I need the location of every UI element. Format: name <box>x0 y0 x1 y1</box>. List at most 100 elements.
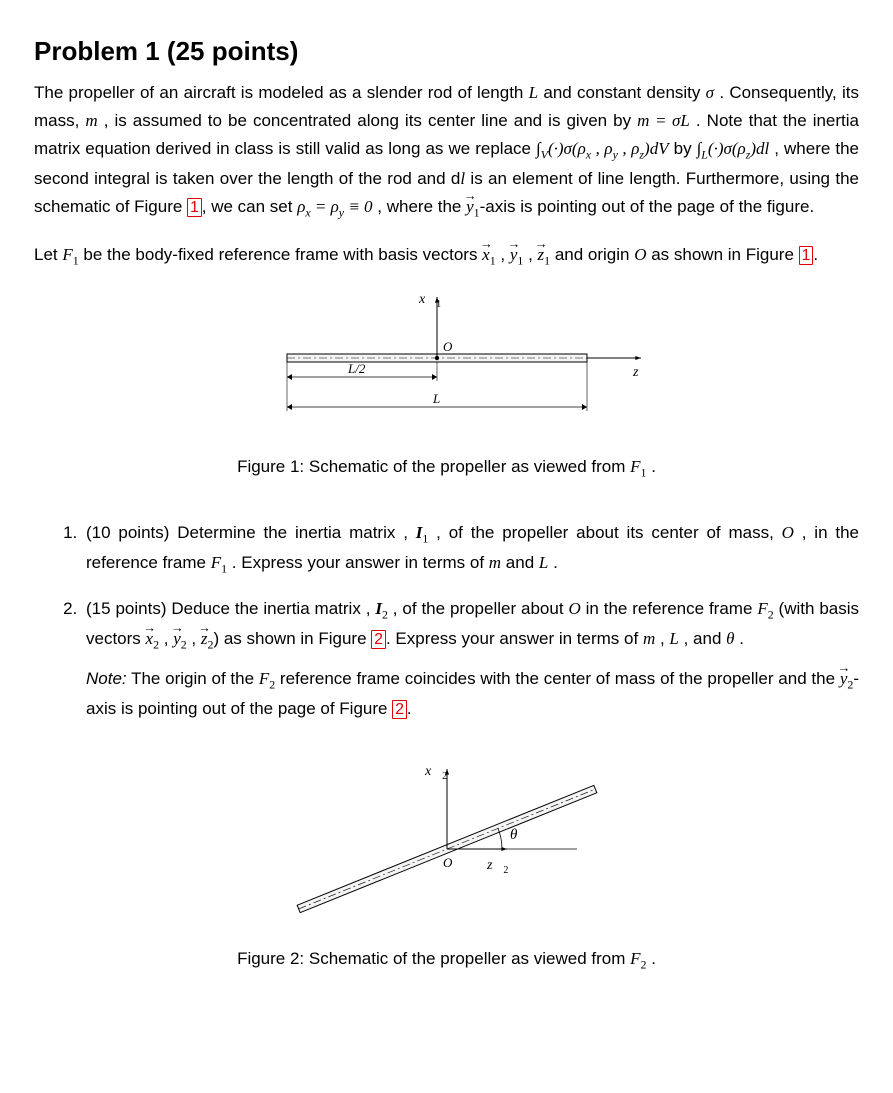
var-I2: I2 <box>375 599 388 618</box>
svg-text:O: O <box>443 855 453 870</box>
paragraph-1: The propeller of an aircraft is modeled … <box>34 79 859 223</box>
text: (·)σ(ρ <box>548 139 586 158</box>
text: be the body-fixed reference frame with b… <box>79 245 482 264</box>
text: , is assumed to be concentrated along it… <box>98 111 637 130</box>
svg-text:L: L <box>432 391 440 406</box>
question-1: (10 points) Determine the inertia matrix… <box>82 519 859 579</box>
sub-L: L <box>701 147 708 161</box>
figure-2: x⃗2 z⃗2 Oθ Figure 2: Schematic of the prop… <box>34 741 859 975</box>
sub-2: 2 <box>181 638 187 652</box>
var-m: m <box>85 111 97 130</box>
svg-text:x⃗2: x⃗2 <box>424 764 447 782</box>
paragraph-2: Let F 1 be the body-fixed reference frame… <box>34 241 859 271</box>
figure-1: x⃗1 Oz⃗1 L/2 L Figure 1: Schematic of the p… <box>34 289 859 483</box>
sub-V: V <box>541 147 548 161</box>
vec-y2: y <box>173 625 181 653</box>
integral-2: ∫L(·)σ(ρz)dl <box>697 139 770 158</box>
text: as shown in Figure <box>647 245 799 264</box>
frame-F1: F <box>62 245 72 264</box>
text: , and <box>679 629 726 648</box>
svg-text:z⃗1: z⃗1 <box>632 365 647 383</box>
text: . Express your answer in terms of <box>386 629 643 648</box>
frame-F1: F <box>211 553 221 572</box>
figure-1-caption: Figure 1: Schematic of the propeller as … <box>34 453 859 483</box>
text: , where the <box>373 197 467 216</box>
svg-text:z⃗2: z⃗2 <box>486 858 508 876</box>
svg-text:x⃗1: x⃗1 <box>418 292 441 310</box>
text: , we can set <box>202 197 297 216</box>
text: (·)σ(ρ <box>708 139 746 158</box>
text: . <box>646 457 655 476</box>
figure-2-svg: x⃗2 z⃗2 Oθ <box>247 741 647 931</box>
var-L: L <box>529 83 538 102</box>
text: Figure 2: Schematic of the propeller as … <box>237 949 630 968</box>
eq-rho: ρx = ρy ≡ 0 <box>297 197 372 216</box>
frame-F2: F <box>757 599 767 618</box>
text: (10 points) Determine the inertia matrix… <box>86 523 416 542</box>
vec-z2: z <box>201 625 208 653</box>
svg-text:L/2: L/2 <box>347 361 366 376</box>
text: , of the propeller about <box>388 599 569 618</box>
var-O: O <box>634 245 646 264</box>
text: in the reference frame <box>581 599 758 618</box>
sub-1: 1 <box>517 253 523 267</box>
vec-y2: y <box>840 665 848 693</box>
sub-2: 2 <box>153 638 159 652</box>
figure-2-caption: Figure 2: Schematic of the propeller as … <box>34 945 859 975</box>
vec-y1: y <box>510 241 518 269</box>
text: Figure 1: Schematic of the propeller as … <box>237 457 630 476</box>
sub-1: 1 <box>490 253 496 267</box>
vec-x2: x <box>146 625 154 653</box>
text: y <box>466 197 474 216</box>
text: The propeller of an aircraft is modeled … <box>34 83 529 102</box>
svg-text:θ: θ <box>510 827 518 843</box>
text: Let <box>34 245 62 264</box>
integral-1: ∫V(·)σ(ρx , ρy , ρz)dV <box>536 139 669 158</box>
text: reference frame coincides with the cente… <box>275 669 840 688</box>
text: , of the propeller about its center of m… <box>428 523 781 542</box>
text: The origin of the <box>127 669 259 688</box>
text: )d <box>750 139 764 158</box>
text: ) as shown in Figure <box>213 629 371 648</box>
text: and constant density <box>538 83 706 102</box>
text: . <box>813 245 818 264</box>
text: . <box>548 553 557 572</box>
figure-ref-1[interactable]: 1 <box>799 246 814 265</box>
var-O: O <box>782 523 794 542</box>
frame-F1: F <box>630 457 640 476</box>
text: )dV <box>644 139 669 158</box>
vec-y1: y <box>466 193 474 221</box>
frame-F2: F <box>259 669 269 688</box>
text: . <box>734 629 743 648</box>
figure-ref-1[interactable]: 1 <box>187 198 202 217</box>
figure-ref-2[interactable]: 2 <box>392 700 407 719</box>
text: . <box>407 699 412 718</box>
text: by <box>669 139 697 158</box>
text: -axis is pointing out of the page of the… <box>480 197 815 216</box>
var-m: m <box>489 553 501 572</box>
question-list: (10 points) Determine the inertia matrix… <box>34 519 859 723</box>
figure-1-svg: x⃗1 Oz⃗1 L/2 L <box>247 289 647 439</box>
var-I1: I1 <box>416 523 429 542</box>
question-2-note: Note: The origin of the F 2 reference fra… <box>86 665 859 723</box>
text: and origin <box>550 245 634 264</box>
note-label: Note: <box>86 669 127 688</box>
text: . <box>646 949 655 968</box>
text: = ρ <box>311 197 339 216</box>
var-O: O <box>568 599 580 618</box>
text: (15 points) Deduce the inertia matrix , <box>86 599 375 618</box>
var-m: m <box>643 629 655 648</box>
vec-x1: x <box>482 241 490 269</box>
text: . Express your answer in terms of <box>227 553 489 572</box>
frame-F2: F <box>630 949 640 968</box>
text: , <box>655 629 669 648</box>
eq-m: m = σL <box>637 111 690 130</box>
figure-ref-2[interactable]: 2 <box>371 630 386 649</box>
text: and <box>501 553 539 572</box>
problem-title: Problem 1 (25 points) <box>34 30 859 73</box>
vec-z1: z <box>538 241 545 269</box>
var-L: L <box>539 553 548 572</box>
var-L: L <box>669 629 678 648</box>
svg-text:O: O <box>443 339 453 354</box>
text: , ρ <box>591 139 613 158</box>
